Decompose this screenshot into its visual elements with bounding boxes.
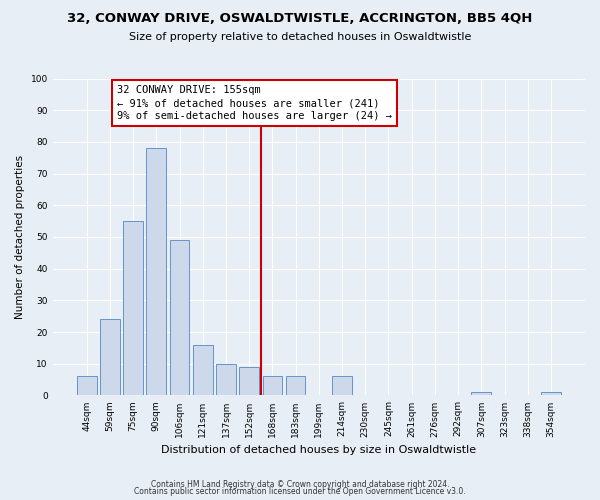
Text: Size of property relative to detached houses in Oswaldtwistle: Size of property relative to detached ho…: [129, 32, 471, 42]
Bar: [286, 376, 305, 396]
Bar: [146, 148, 166, 396]
Text: 32, CONWAY DRIVE, OSWALDTWISTLE, ACCRINGTON, BB5 4QH: 32, CONWAY DRIVE, OSWALDTWISTLE, ACCRING…: [67, 12, 533, 26]
Bar: [216, 364, 236, 396]
Text: 32 CONWAY DRIVE: 155sqm
← 91% of detached houses are smaller (241)
9% of semi-de: 32 CONWAY DRIVE: 155sqm ← 91% of detache…: [117, 85, 392, 121]
Bar: [263, 376, 282, 396]
Bar: [193, 344, 212, 396]
Text: Contains HM Land Registry data © Crown copyright and database right 2024.: Contains HM Land Registry data © Crown c…: [151, 480, 449, 489]
Bar: [541, 392, 561, 396]
X-axis label: Distribution of detached houses by size in Oswaldtwistle: Distribution of detached houses by size …: [161, 445, 476, 455]
Y-axis label: Number of detached properties: Number of detached properties: [15, 155, 25, 319]
Bar: [77, 376, 97, 396]
Bar: [170, 240, 190, 396]
Bar: [239, 367, 259, 396]
Bar: [332, 376, 352, 396]
Bar: [123, 221, 143, 396]
Bar: [100, 320, 120, 396]
Bar: [472, 392, 491, 396]
Text: Contains public sector information licensed under the Open Government Licence v3: Contains public sector information licen…: [134, 487, 466, 496]
